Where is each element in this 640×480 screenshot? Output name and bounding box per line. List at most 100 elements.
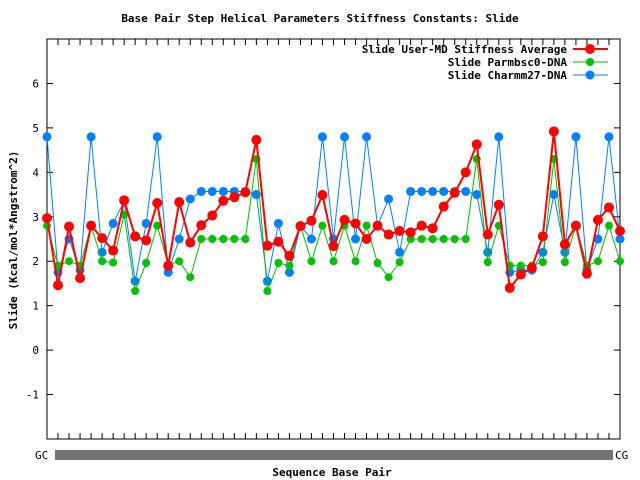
data-point [229,192,240,203]
data-point [472,190,482,200]
data-point [108,245,119,256]
data-point [130,276,140,286]
data-point [549,190,559,200]
data-point [185,237,196,248]
data-point [141,235,152,246]
series-0 [42,126,625,293]
data-point [131,287,140,295]
data-point [449,187,460,198]
data-point [339,214,350,225]
data-point [538,247,548,257]
data-point [450,235,459,243]
data-point [483,258,492,267]
y-tick-label: 1 [32,300,39,313]
data-point [581,268,592,279]
data-point [98,257,107,266]
data-point [328,241,339,252]
data-point [537,231,548,242]
data-point [340,132,350,142]
data-point [174,197,185,208]
data-point [417,235,426,243]
data-point [384,194,394,204]
data-point [318,221,327,230]
data-point [361,234,372,244]
y-tick-label: 6 [32,77,39,90]
data-point [196,186,206,196]
data-point [119,195,130,206]
legend-label: Slide Parmbsc0-DNA [448,56,568,69]
data-point [461,186,471,196]
data-point [406,235,415,243]
data-point [218,195,229,206]
data-point [494,132,504,142]
data-point [42,132,52,142]
data-point [207,186,217,196]
y-axis-label: Slide (Kcal/mol*Angstrom^2) [7,151,20,330]
data-point [285,261,294,270]
data-point [428,186,438,196]
legend-marker [585,70,595,80]
data-point [504,282,515,293]
data-point [317,190,328,200]
data-point [186,273,195,282]
data-point [141,218,151,228]
data-point [384,273,393,282]
data-point [559,239,570,250]
data-point [307,257,316,266]
data-point [262,276,272,286]
data-point [417,186,427,196]
data-point [274,259,283,267]
legend-label: Slide User-MD Stiffness Average [362,43,568,56]
data-point [42,213,52,224]
data-point [108,218,118,228]
x-axis-ticks [46,39,621,460]
data-point [284,250,295,261]
data-point [593,234,603,244]
data-point [251,190,261,200]
x-axis-first-tick-label: GC [35,449,48,462]
data-point [208,235,217,243]
data-point [362,221,371,230]
series-layer [42,126,625,295]
data-point [405,227,416,238]
y-tick-label: 2 [32,255,39,268]
data-point [153,221,162,230]
data-point [526,262,537,273]
data-point [372,220,383,231]
data-point [493,199,504,210]
data-point [152,132,162,142]
data-point [317,132,327,142]
data-point [570,220,581,231]
data-point [592,214,603,225]
data-point [64,221,75,232]
data-point [439,235,448,243]
data-point [548,126,559,137]
x-axis-last-tick-label: CG [615,449,628,462]
data-point [306,215,317,226]
data-point [439,186,449,196]
y-tick-label: 3 [32,211,39,224]
data-point [351,234,361,244]
data-point [273,236,284,247]
x-axis-label: Sequence Base Pair [272,466,392,479]
x-tick-labels-overlapped [55,450,613,460]
data-point [383,229,394,240]
legend-marker [586,58,594,66]
data-point [471,139,482,150]
data-point [130,231,141,242]
data-point [571,132,581,142]
data-point [240,187,251,198]
data-point [306,234,316,244]
data-point [373,259,382,267]
data-point [295,221,306,232]
y-tick-label: 5 [32,122,39,135]
data-point [604,132,614,142]
chart-title: Base Pair Step Helical Parameters Stiffn… [121,12,519,25]
data-point [174,234,184,244]
data-point [218,186,228,196]
data-point [86,132,96,142]
data-point [560,258,569,267]
data-point [603,202,614,213]
